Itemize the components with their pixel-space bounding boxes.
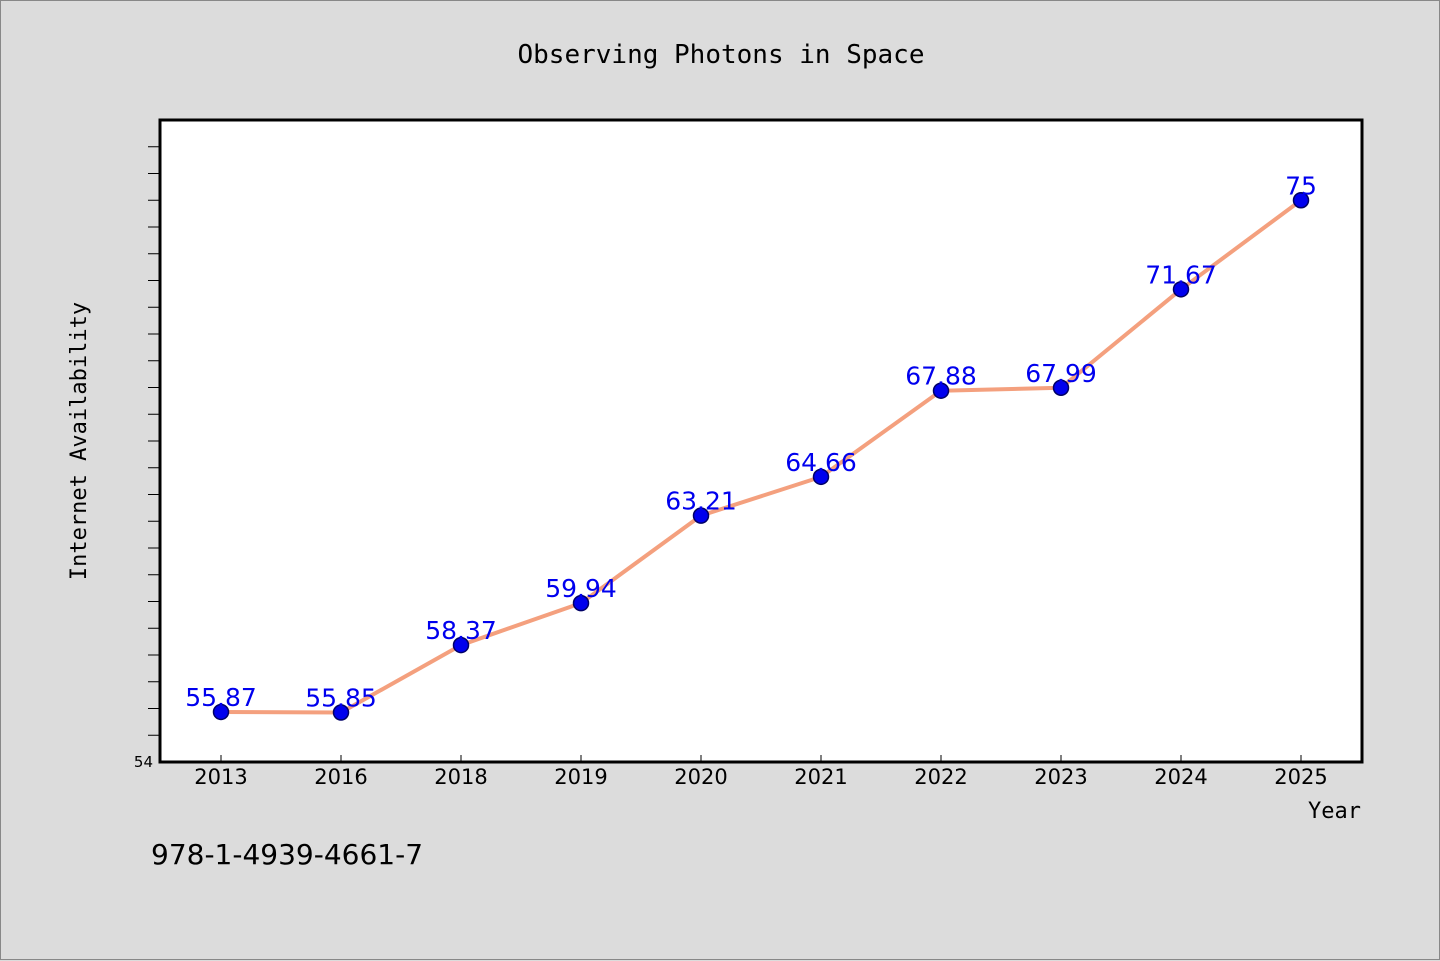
- x-tick-label: 2019: [554, 765, 607, 789]
- data-point: [692, 507, 710, 524]
- data-label: 71.67: [1145, 260, 1217, 289]
- x-axis-tick-labels: 2013 2016 2018 2019 2020 2021 2022 2023 2024 2025: [194, 765, 1327, 789]
- chart-title: Observing Photons in Space: [518, 40, 925, 70]
- x-tick-label: 2020: [674, 765, 727, 789]
- data-label: 63.21: [665, 487, 737, 516]
- data-label: 58.37: [425, 616, 497, 645]
- x-tick-label: 2022: [914, 765, 967, 789]
- data-point: [932, 382, 950, 399]
- data-label: 75: [1285, 171, 1317, 200]
- data-point: [1172, 281, 1190, 298]
- data-point: [1052, 379, 1070, 397]
- y-axis-ticks: [148, 146, 160, 736]
- data-label: 55.87: [185, 683, 257, 712]
- data-label: 59.94: [545, 574, 617, 603]
- y-axis-label: Internet Availability: [67, 302, 92, 580]
- data-label: 55.85: [305, 684, 377, 713]
- x-tick-label: 2025: [1274, 765, 1327, 789]
- y-tick-label: 54: [134, 753, 153, 771]
- data-point: [452, 636, 470, 654]
- series-markers: [212, 192, 1310, 721]
- data-label: 64.66: [785, 448, 857, 477]
- data-point: [812, 468, 830, 486]
- x-tick-label: 2016: [314, 765, 367, 789]
- x-tick-label: 2021: [794, 765, 847, 789]
- series-line: [219, 198, 1303, 715]
- x-tick-label: 2023: [1034, 765, 1087, 789]
- x-tick-label: 2013: [194, 765, 247, 789]
- x-tick-label: 2018: [434, 765, 487, 789]
- data-label: 67.99: [1025, 359, 1097, 388]
- data-point: [332, 704, 350, 721]
- x-axis-label: Year: [1308, 799, 1361, 824]
- data-point: [212, 703, 230, 721]
- data-label: 67.88: [905, 362, 977, 391]
- isbn-text: 978-1-4939-4661-7: [151, 838, 423, 871]
- x-axis-ticks: [220, 755, 1302, 762]
- data-labels: 55.87 55.85 58.37 59.94 63.21 64.66 67.88 67.99…: [185, 171, 1317, 712]
- data-point: [572, 594, 590, 612]
- plot-area: [158, 118, 1364, 764]
- x-tick-label: 2024: [1154, 765, 1207, 789]
- data-point: [1292, 192, 1310, 209]
